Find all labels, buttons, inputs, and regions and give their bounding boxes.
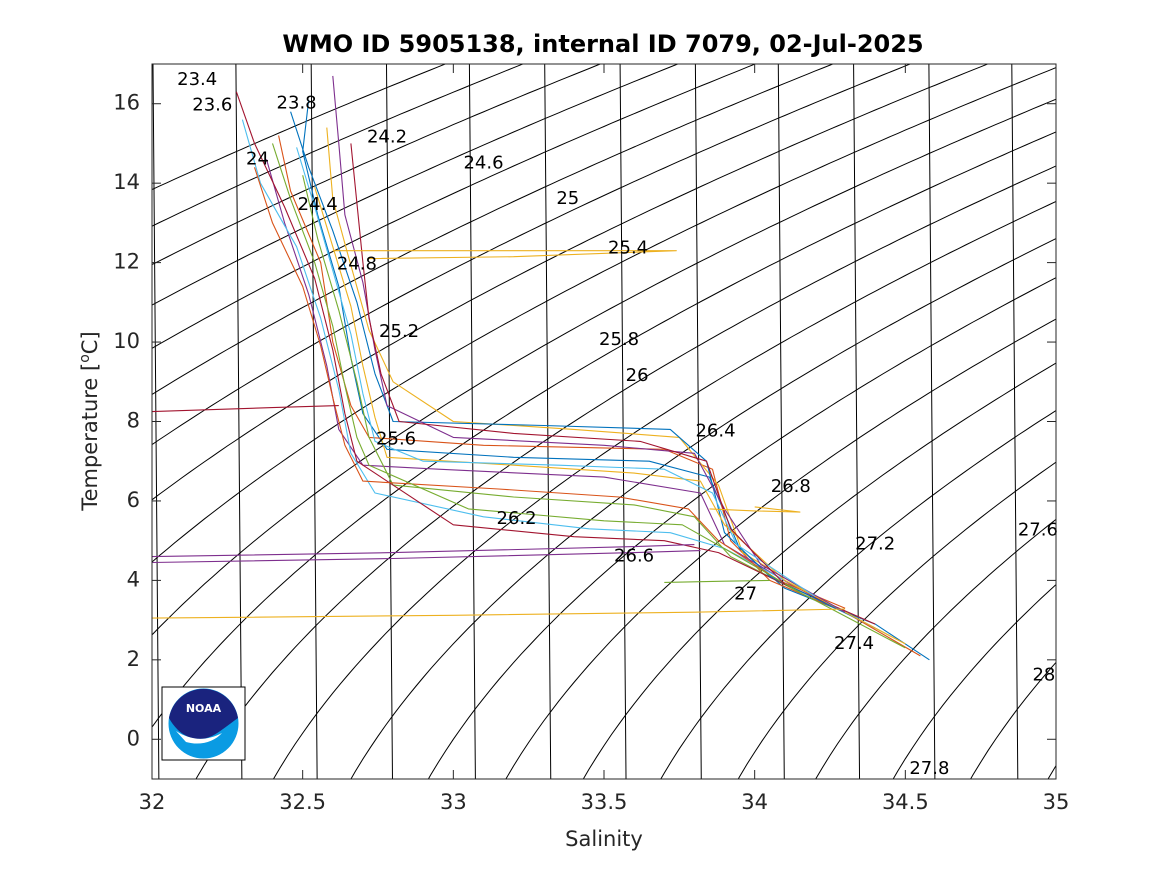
contour-label: 24.6 — [463, 152, 503, 173]
density-contours — [152, 64, 1056, 779]
density-contour — [152, 64, 447, 191]
contour-label: 26.8 — [771, 476, 811, 497]
contour-label: 28 — [1032, 665, 1055, 686]
density-contour — [544, 64, 1056, 779]
y-axis-label-degree: o — [77, 354, 93, 363]
density-contour — [385, 64, 1056, 779]
contour-label: 24.4 — [298, 194, 338, 215]
density-contour — [619, 64, 1056, 779]
contour-label: 26.2 — [497, 508, 537, 529]
density-contour — [152, 64, 835, 395]
contour-label: 24 — [246, 148, 269, 169]
contour-label: 26 — [626, 365, 649, 386]
noaa-logo-text: NOAA — [186, 702, 222, 715]
x-axis-ticks: 32 32.5 33 33.5 34 34.5 35 — [139, 64, 1070, 814]
contour-label: 23.4 — [177, 69, 217, 90]
contour-label: 25.2 — [379, 321, 419, 342]
profile-line — [271, 143, 801, 593]
y-tick-label: 2 — [127, 647, 140, 671]
density-contour — [694, 64, 1056, 779]
contour-label: 25.4 — [608, 238, 648, 259]
profile-line — [235, 91, 876, 625]
contour-label: 27.2 — [855, 534, 895, 555]
contour-label: 27.6 — [1018, 520, 1058, 541]
profile-line — [350, 143, 786, 585]
contour-label: 25.6 — [376, 428, 416, 449]
y-tick-label: 10 — [113, 329, 140, 353]
x-tick-label: 33.5 — [581, 790, 628, 814]
x-tick-label: 34 — [741, 790, 768, 814]
contour-label: 23.6 — [192, 95, 232, 116]
density-contour — [468, 64, 1056, 779]
contour-label: 23.8 — [277, 93, 317, 114]
density-contour — [152, 64, 602, 266]
y-tick-label: 4 — [127, 567, 140, 591]
density-contour — [152, 98, 1056, 636]
profile-line — [326, 127, 906, 645]
profile-line — [314, 186, 891, 637]
density-contour — [152, 64, 1056, 779]
profile-line — [296, 147, 816, 597]
profile-line — [302, 99, 930, 661]
contour-label: 25 — [556, 188, 579, 209]
noaa-logo-wave — [176, 731, 222, 744]
density-contour — [152, 64, 680, 306]
contour-label: 24.8 — [337, 254, 377, 275]
density-contour-labels: 23.4 23.6 23.8 24.2 24 24.6 25 24.4 25.4 24.8 25.2… — [177, 69, 1058, 779]
noaa-logo: NOAA — [161, 686, 246, 761]
profile-line — [152, 544, 695, 558]
y-tick-label: 8 — [127, 409, 140, 433]
profile-line — [265, 159, 876, 629]
contour-label: 26.4 — [695, 420, 735, 441]
x-tick-label: 34.5 — [882, 790, 929, 814]
chart-title: WMO ID 5905138, internal ID 7079, 02-Jul… — [282, 30, 923, 58]
density-contour — [235, 64, 1056, 779]
density-contour — [152, 64, 757, 349]
density-contour — [152, 67, 1056, 563]
y-tick-label: 16 — [113, 91, 140, 115]
y-tick-label: 14 — [113, 170, 140, 194]
profile-line — [332, 250, 677, 260]
contour-label: 26.6 — [614, 546, 654, 567]
profile-line — [290, 111, 861, 621]
profile-line — [664, 579, 770, 583]
plot-area — [152, 64, 1056, 779]
profile-line — [709, 506, 801, 513]
density-contour — [152, 131, 1056, 728]
contour-label: 27.4 — [834, 633, 874, 654]
density-contour — [310, 64, 1056, 779]
profile-line — [152, 608, 846, 619]
noaa-logo-bird — [169, 688, 238, 739]
contour-label: 27 — [734, 583, 757, 604]
profile-line — [152, 550, 701, 564]
profile-line — [253, 167, 846, 609]
profile-line — [332, 75, 846, 613]
x-tick-label: 33 — [440, 790, 467, 814]
y-tick-label: 0 — [127, 726, 140, 750]
contour-label: 27.8 — [909, 758, 949, 779]
profile-lines — [152, 75, 930, 661]
profile-line — [152, 405, 339, 413]
y-tick-label: 6 — [127, 488, 140, 512]
x-axis-label: Salinity — [565, 827, 643, 851]
y-tick-label: 12 — [113, 250, 140, 274]
profile-line — [302, 175, 906, 649]
density-contour — [152, 64, 525, 227]
y-axis-label: Temperature [oC] — [77, 331, 102, 511]
x-tick-label: 32 — [139, 790, 166, 814]
x-tick-label: 32.5 — [279, 790, 326, 814]
density-contour — [152, 64, 990, 501]
y-axis-label-main: Temperature [ — [78, 363, 102, 512]
y-axis-label-unit: C] — [78, 331, 102, 354]
contour-label: 24.2 — [367, 127, 407, 148]
density-contour — [777, 64, 1056, 779]
x-tick-label: 35 — [1043, 790, 1070, 814]
contour-label: 25.8 — [599, 329, 639, 350]
density-contour — [853, 64, 1056, 779]
